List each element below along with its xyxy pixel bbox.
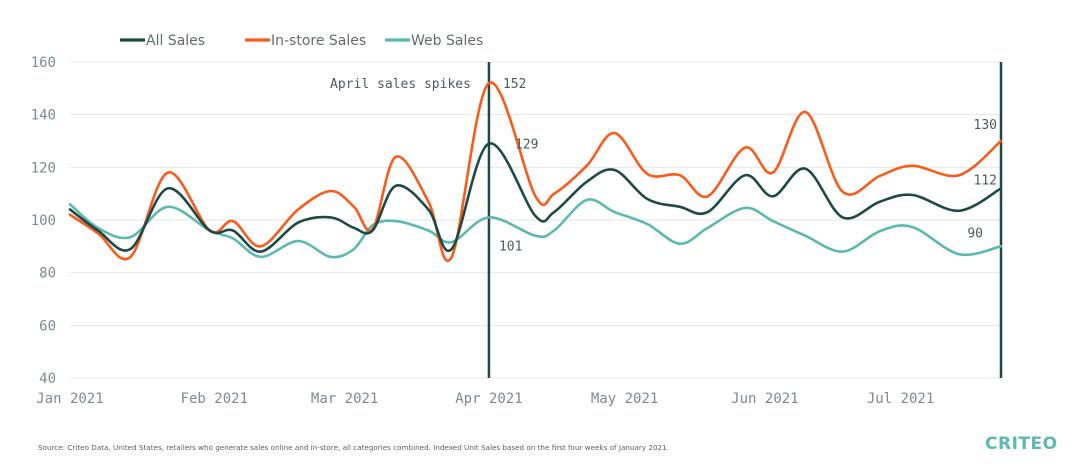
- x-axis-ticks: Jan 2021 Feb 2021 Mar 2021 Apr 2021 May 2021…: [36, 391, 934, 407]
- annotations: April sales spikes 152 129 101 130 112 90: [330, 77, 997, 254]
- y-tick-label: 160: [31, 55, 56, 71]
- y-axis-ticks: 40 60 80 100 120 140 160: [31, 55, 56, 387]
- x-tick-label: Feb 2021: [181, 391, 248, 407]
- annotation-label: 129: [515, 138, 538, 153]
- x-tick-label: Mar 2021: [311, 391, 378, 407]
- series-lines: [68, 81, 1003, 262]
- annotation-label: 90: [967, 226, 983, 241]
- annotation-label: 152: [503, 77, 526, 92]
- series-line-web-sales: [68, 198, 1003, 259]
- legend-item: In-store Sales: [245, 33, 366, 49]
- legend-label: In-store Sales: [271, 33, 366, 49]
- legend: All Sales In-store Sales Web Sales: [120, 33, 483, 49]
- source-note: Source: Criteo Data, United States, reta…: [38, 443, 669, 452]
- y-tick-label: 60: [39, 318, 56, 334]
- annotation-label: 130: [974, 118, 997, 133]
- criteo-logo: CRITEO: [985, 434, 1058, 454]
- x-tick-label: Jul 2021: [867, 391, 934, 407]
- y-tick-label: 140: [31, 108, 56, 124]
- y-tick-label: 40: [39, 371, 56, 387]
- x-tick-label: Jun 2021: [731, 391, 798, 407]
- legend-item: Web Sales: [385, 33, 483, 49]
- annotation-label: 112: [974, 173, 997, 188]
- legend-label: Web Sales: [411, 33, 483, 49]
- x-tick-label: Apr 2021: [455, 391, 522, 407]
- legend-item: All Sales: [120, 33, 205, 49]
- series-line-all-sales: [68, 142, 1003, 253]
- gridlines: [70, 61, 1001, 379]
- x-tick-label: May 2021: [591, 391, 658, 407]
- vertical-markers: [487, 62, 1003, 378]
- legend-label: All Sales: [146, 33, 205, 49]
- series-line-in-store-sales: [68, 81, 1003, 262]
- annotation-label: April sales spikes: [330, 77, 471, 92]
- y-tick-label: 100: [31, 213, 56, 229]
- y-tick-label: 120: [31, 160, 56, 176]
- y-tick-label: 80: [39, 266, 56, 282]
- annotation-label: 101: [499, 239, 522, 254]
- x-tick-label: Jan 2021: [36, 391, 103, 407]
